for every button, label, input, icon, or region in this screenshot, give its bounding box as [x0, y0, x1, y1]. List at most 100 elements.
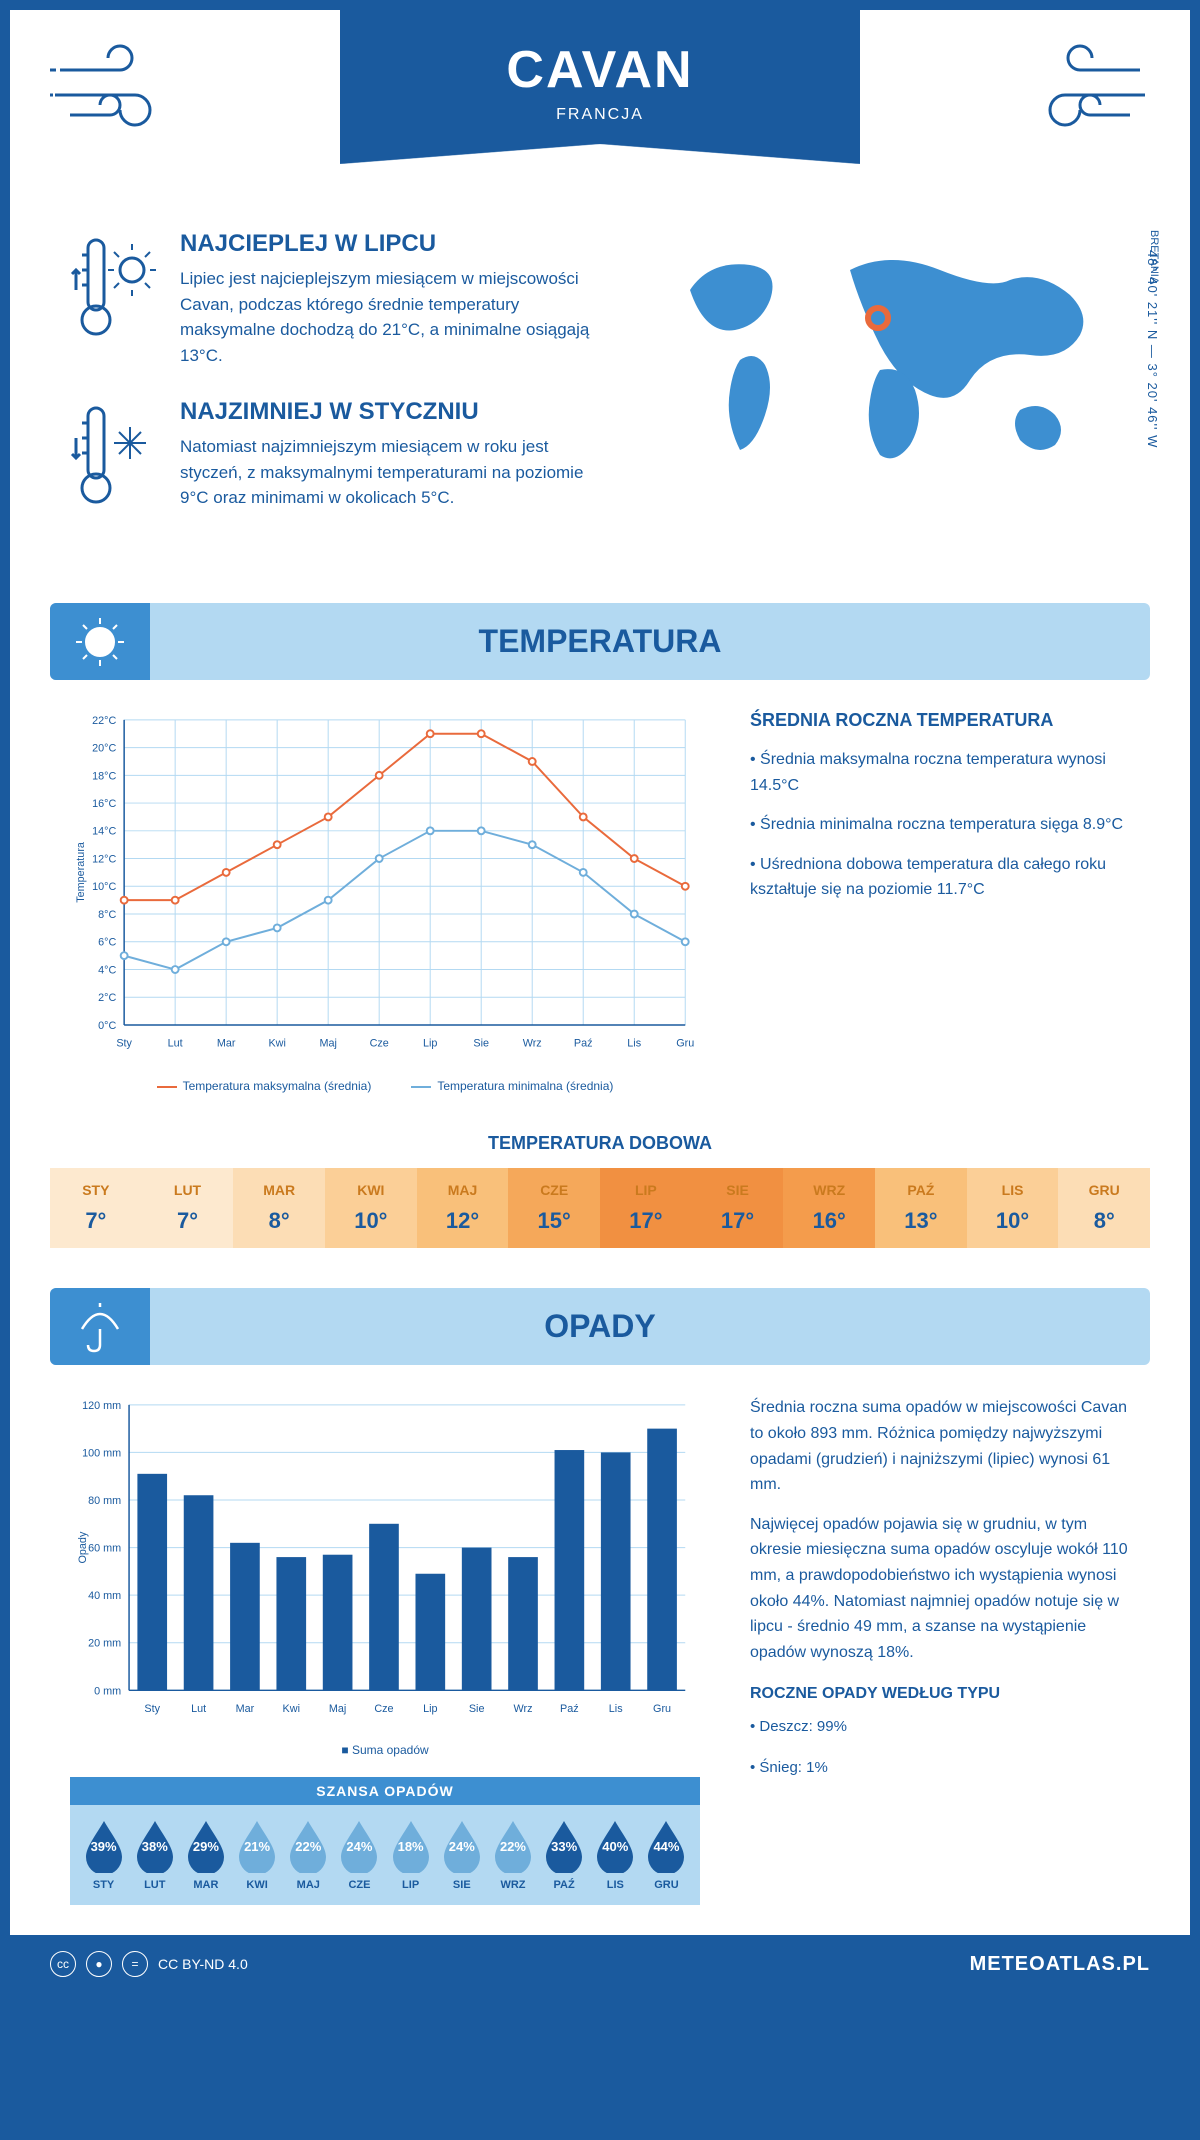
thermometer-sun-icon — [70, 230, 160, 368]
daily-temp-cell: LUT7° — [142, 1168, 234, 1248]
precip-section-header: OPADY — [50, 1288, 1150, 1365]
temp-bullet: • Uśredniona dobowa temperatura dla całe… — [750, 852, 1130, 903]
daily-value: 8° — [233, 1208, 325, 1234]
chance-value: 40% — [602, 1839, 628, 1854]
daily-value: 16° — [783, 1208, 875, 1234]
daily-value: 13° — [875, 1208, 967, 1234]
raindrop-icon: 40% — [593, 1819, 637, 1873]
raindrop-icon: 44% — [644, 1819, 688, 1873]
daily-value: 10° — [325, 1208, 417, 1234]
chance-month: LIS — [590, 1879, 641, 1891]
svg-text:18°C: 18°C — [92, 770, 116, 782]
chance-item: 24% SIE — [436, 1819, 487, 1891]
chance-item: 24% CZE — [334, 1819, 385, 1891]
daily-value: 10° — [967, 1208, 1059, 1234]
daily-month: PAŹ — [875, 1182, 967, 1198]
temperature-legend: Temperatura maksymalna (średnia) Tempera… — [70, 1079, 700, 1093]
svg-text:60 mm: 60 mm — [88, 1543, 121, 1555]
precip-chance-box: SZANSA OPADÓW 39% STY 38% LUT 29% MAR 21… — [70, 1777, 700, 1905]
license-text: CC BY-ND 4.0 — [158, 1956, 248, 1972]
svg-text:Gru: Gru — [676, 1038, 694, 1050]
coldest-title: NAJZIMNIEJ W STYCZNIU — [180, 398, 590, 426]
footer: cc ● = CC BY-ND 4.0 METEOATLAS.PL — [10, 1935, 1190, 1993]
svg-text:Opady: Opady — [77, 1531, 89, 1563]
daily-temp-cell: SIE17° — [692, 1168, 784, 1248]
chance-item: 22% WRZ — [487, 1819, 538, 1891]
svg-text:Sty: Sty — [144, 1703, 160, 1715]
daily-temp-cell: MAJ 12° — [417, 1168, 509, 1248]
title-banner: CAVAN FRANCJA — [340, 10, 860, 144]
svg-text:Kwi: Kwi — [268, 1038, 285, 1050]
svg-text:Lut: Lut — [168, 1038, 183, 1050]
daily-temp-table: STY7°LUT7°MAR8°KWI10°MAJ12°CZE15°LIP17°S… — [50, 1168, 1150, 1248]
svg-text:16°C: 16°C — [92, 798, 116, 810]
daily-temp-cell: LIS10° — [967, 1168, 1059, 1248]
legend-min: Temperatura minimalna (średnia) — [411, 1079, 613, 1093]
svg-text:Paź: Paź — [560, 1703, 579, 1715]
precip-chart: 0 mm20 mm40 mm60 mm80 mm100 mm120 mmStyL… — [70, 1395, 700, 1905]
precip-text-1: Średnia roczna suma opadów w miejscowośc… — [750, 1395, 1130, 1497]
chance-item: 29% MAR — [180, 1819, 231, 1891]
chance-item: 44% GRU — [641, 1819, 692, 1891]
svg-text:Kwi: Kwi — [283, 1703, 300, 1715]
daily-month: MAJ — [417, 1182, 509, 1198]
daily-value: 12° — [417, 1208, 509, 1234]
world-map-icon — [650, 230, 1130, 490]
chance-value: 24% — [449, 1839, 475, 1854]
svg-text:Cze: Cze — [370, 1038, 389, 1050]
temp-summary-title: ŚREDNIA ROCZNA TEMPERATURA — [750, 710, 1130, 731]
umbrella-icon — [50, 1288, 150, 1365]
cc-icon: cc — [50, 1951, 76, 1977]
chance-month: PAŹ — [539, 1879, 590, 1891]
svg-text:Lut: Lut — [191, 1703, 206, 1715]
raindrop-icon: 18% — [389, 1819, 433, 1873]
svg-text:20°C: 20°C — [92, 743, 116, 755]
daily-month: LUT — [142, 1182, 234, 1198]
chance-value: 18% — [398, 1839, 424, 1854]
coords-label: 48° 40' 21'' N — 3° 20' 46'' W — [1145, 250, 1160, 448]
chance-item: 33% PAŹ — [539, 1819, 590, 1891]
svg-text:Lis: Lis — [627, 1038, 641, 1050]
chance-item: 22% MAJ — [283, 1819, 334, 1891]
coldest-text: Natomiast najzimniejszym miesiącem w rok… — [180, 434, 590, 511]
chance-month: CZE — [334, 1879, 385, 1891]
chance-value: 29% — [193, 1839, 219, 1854]
chance-month: GRU — [641, 1879, 692, 1891]
svg-text:40 mm: 40 mm — [88, 1590, 121, 1602]
daily-value: 8° — [1058, 1208, 1150, 1234]
warmest-text: Lipiec jest najcieplejszym miesiącem w m… — [180, 266, 590, 368]
daily-month: WRZ — [783, 1182, 875, 1198]
temp-bullet: • Średnia maksymalna roczna temperatura … — [750, 747, 1130, 798]
chance-month: LIP — [385, 1879, 436, 1891]
svg-text:Lip: Lip — [423, 1703, 437, 1715]
chance-month: WRZ — [487, 1879, 538, 1891]
warmest-block: NAJCIEPLEJ W LIPCU Lipiec jest najcieple… — [70, 230, 590, 368]
svg-text:80 mm: 80 mm — [88, 1495, 121, 1507]
svg-text:Sie: Sie — [473, 1038, 489, 1050]
svg-text:0°C: 0°C — [98, 1020, 116, 1032]
svg-text:Wrz: Wrz — [514, 1703, 533, 1715]
temperature-section-header: TEMPERATURA — [50, 603, 1150, 680]
chance-value: 21% — [244, 1839, 270, 1854]
header: CAVAN FRANCJA — [10, 10, 1190, 210]
chance-month: SIE — [436, 1879, 487, 1891]
wind-icon — [50, 40, 190, 140]
raindrop-icon: 33% — [542, 1819, 586, 1873]
svg-text:Mar: Mar — [236, 1703, 255, 1715]
daily-value: 15° — [508, 1208, 600, 1234]
chance-month: STY — [78, 1879, 129, 1891]
chance-item: 38% LUT — [129, 1819, 180, 1891]
daily-temp-cell: WRZ 16° — [783, 1168, 875, 1248]
raindrop-icon: 22% — [286, 1819, 330, 1873]
precip-title: OPADY — [544, 1308, 655, 1344]
world-map-block: BRETANIA 48° 40' 21'' N — 3° 20' 46'' W — [650, 230, 1130, 553]
daily-month: STY — [50, 1182, 142, 1198]
license-block: cc ● = CC BY-ND 4.0 — [50, 1951, 248, 1977]
coldest-block: NAJZIMNIEJ W STYCZNIU Natomiast najzimni… — [70, 398, 590, 523]
svg-text:100 mm: 100 mm — [82, 1448, 121, 1460]
daily-temp-cell: MAR 8° — [233, 1168, 325, 1248]
precip-type-block: ROCZNE OPADY WEDŁUG TYPU • Deszcz: 99%• … — [750, 1685, 1130, 1781]
daily-month: MAR — [233, 1182, 325, 1198]
temperature-chart: 0°C2°C4°C6°C8°C10°C12°C14°C16°C18°C20°C2… — [70, 710, 700, 1093]
page-title: CAVAN — [340, 40, 860, 100]
